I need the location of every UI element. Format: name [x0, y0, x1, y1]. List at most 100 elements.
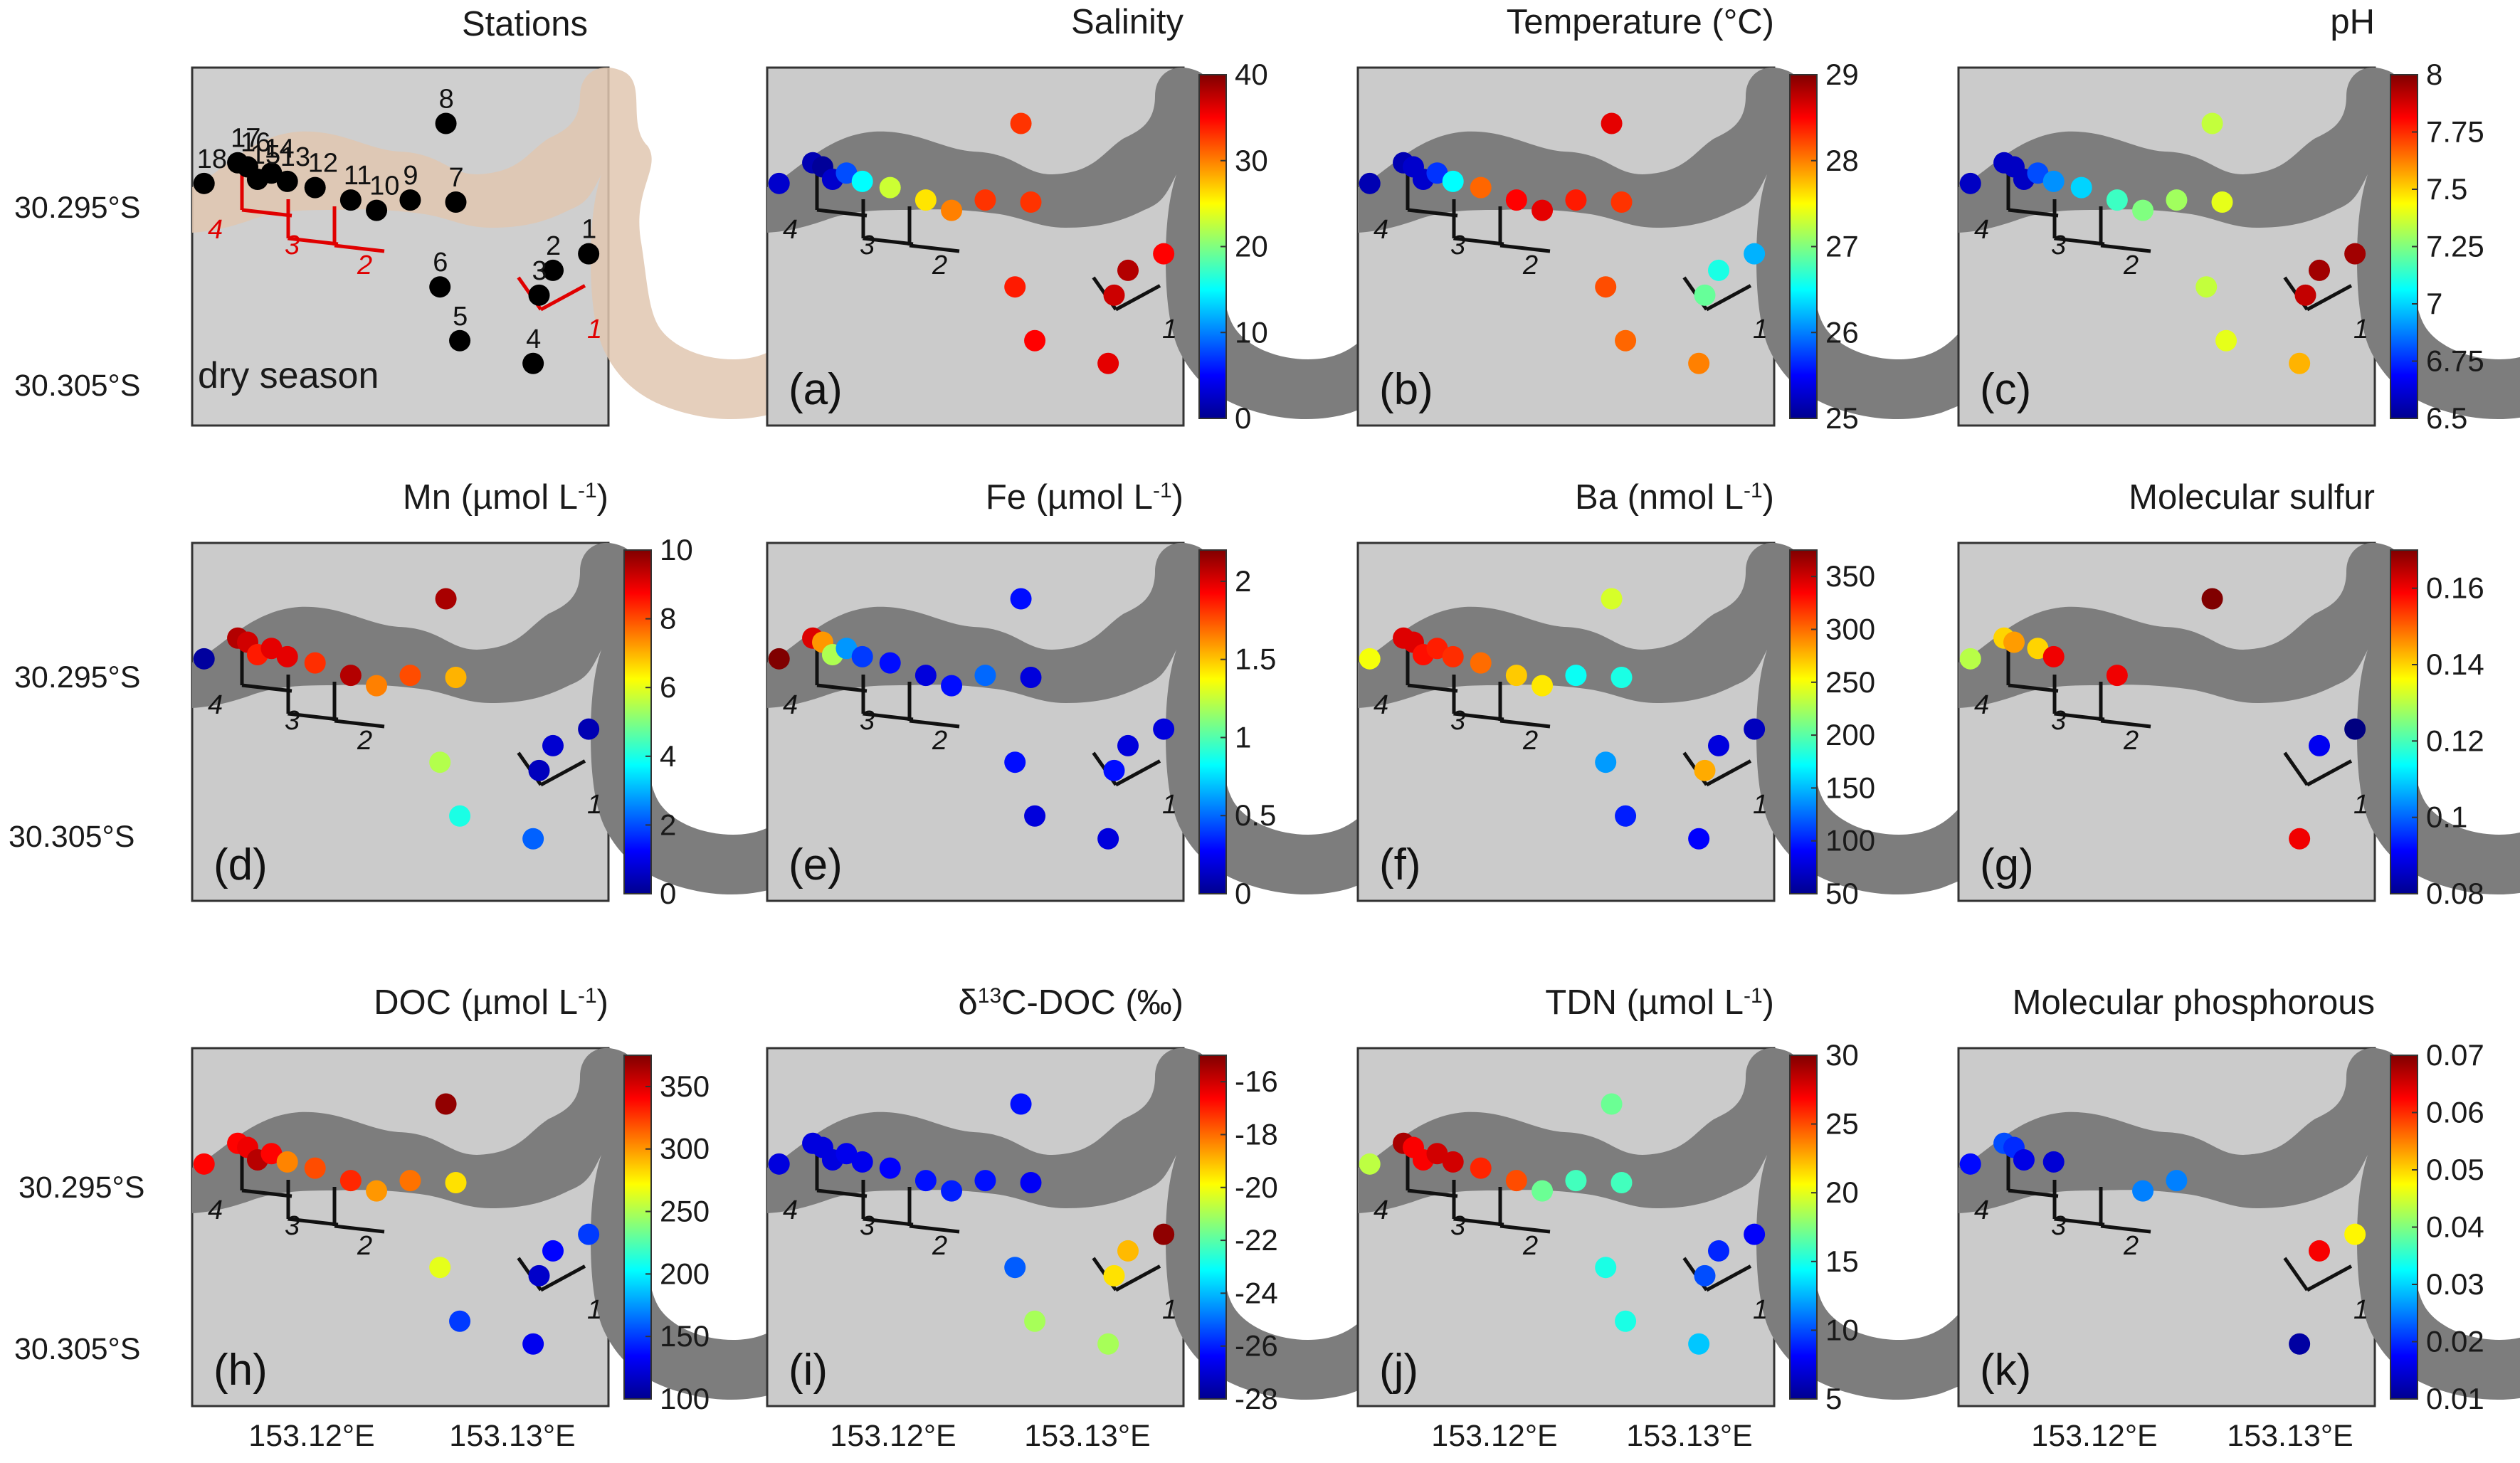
point-b-station-1 [1744, 243, 1766, 265]
point-j-station-10 [1531, 1180, 1554, 1202]
point-d-station-2 [542, 734, 564, 756]
point-b-station-13 [1442, 170, 1464, 192]
station-dot-3 [528, 284, 550, 306]
panel-f-colorbar [1789, 549, 1818, 894]
transect-bar [334, 243, 385, 253]
point-k-station-2 [2309, 1240, 2330, 1262]
point-c-station-1 [2344, 243, 2366, 265]
panel-j-title: TDN (µmol L-1) [1545, 983, 1774, 1022]
point-d-station-10 [366, 675, 388, 697]
transect-4-stations [240, 171, 292, 218]
transect-label-4: 4 [783, 1195, 798, 1225]
colorbar-tick-label-a-0: 40 [1235, 58, 1268, 91]
point-j-station-2 [1708, 1240, 1729, 1262]
transect-label-1: 1 [1162, 315, 1177, 344]
point-i-station-3 [1103, 1264, 1125, 1287]
transect-bar [334, 1224, 385, 1234]
point-a-station-8 [1010, 112, 1032, 134]
point-k-station-1 [2344, 1223, 2366, 1245]
panel-i-frame [766, 1047, 1185, 1407]
transect-3-stations [286, 199, 339, 246]
panel-b: 1 2 3 4 Temperature (°C) (b) 29 28 27 26 25 [1356, 3, 2098, 435]
transect-label-4: 4 [1974, 690, 1989, 720]
transect-3-b [1452, 199, 1504, 246]
transect-label-4: 4 [1374, 690, 1388, 720]
transect-bar [1407, 683, 1458, 693]
point-d-station-6 [429, 751, 451, 773]
panel-k: 1 2 3 4 Molecular phosphorous (k) 0.07 0.06 0.05… [1957, 983, 2520, 1415]
station-label-14: 14 [264, 134, 294, 164]
transect-label-3: 3 [1450, 1211, 1465, 1241]
transect-bar [863, 1217, 914, 1227]
point-b-station-3 [1694, 284, 1716, 306]
transect-bar [909, 1224, 960, 1234]
transect-bar [539, 284, 586, 312]
panel-f: 1 2 3 4 Ba (nmol L-1) (f) 350 300 250 200 150 100 50 [1356, 478, 2098, 910]
stations-title: Stations [462, 5, 588, 43]
point-g-station-1 [2344, 718, 2366, 740]
point-k-station-13 [2042, 1151, 2065, 1173]
point-i-station-12 [879, 1157, 901, 1179]
lat-tick-1-row2: 30.295°S [14, 660, 140, 694]
point-d-station-8 [435, 588, 457, 610]
colorbar-tick-label-i-3: -22 [1235, 1223, 1278, 1257]
panel-f-letter: (f) [1379, 840, 1421, 889]
point-e-station-2 [1117, 734, 1139, 756]
title-end: C-DOC (‰) [1001, 983, 1183, 1022]
transect-4-h [240, 1151, 292, 1198]
point-g-station-8 [2201, 588, 2223, 610]
panel-i-letter: (i) [789, 1346, 828, 1395]
point-f-station-3 [1694, 759, 1716, 781]
station-label-1: 1 [581, 215, 596, 245]
point-h-station-4 [522, 1333, 544, 1355]
transect-bar [2008, 1188, 2059, 1198]
lat-tick-2-row1: 30.305°S [14, 369, 140, 403]
colorbar-tick-label-k-1: 0.06 [2426, 1096, 2484, 1129]
title-superscript: 13 [978, 984, 1001, 1008]
transect-3-e [861, 675, 914, 722]
lon-tick-1-col1: 153.12°E [248, 1419, 374, 1453]
point-f-station-18 [1359, 648, 1381, 670]
colorbar-tick-label-f-6: 50 [1825, 877, 1859, 910]
colorbar-tick-label-f-0: 350 [1825, 559, 1875, 593]
point-c-station-7 [2211, 191, 2233, 213]
point-i-station-6 [1004, 1257, 1026, 1279]
point-e-station-14 [835, 638, 858, 660]
panel-h-colorbar [623, 1055, 652, 1400]
point-j-station-5 [1615, 1310, 1637, 1332]
point-a-station-12 [879, 176, 901, 199]
point-a-station-18 [768, 172, 790, 194]
transect-2-i [907, 1187, 960, 1234]
point-d-station-13 [276, 645, 298, 667]
transect-label-3: 3 [285, 1211, 300, 1241]
colorbar-tick-label-d-3: 4 [660, 739, 676, 773]
station-dot-17 [227, 152, 249, 174]
colorbar-tick-label-a-2: 20 [1235, 230, 1268, 263]
colorbar-tick-label-k-0: 0.07 [2426, 1038, 2484, 1072]
transect-label-3: 3 [1450, 231, 1465, 260]
transect-bar [241, 208, 292, 218]
lon-tick-1-col4: 153.12°E [2031, 1419, 2157, 1453]
point-a-station-11 [914, 189, 937, 211]
point-c-station-9 [2166, 189, 2188, 211]
transect-bar [2054, 236, 2105, 246]
point-e-station-8 [1010, 588, 1032, 610]
colorbar-tick-label-a-1: 30 [1235, 144, 1268, 177]
transect-label-1: 1 [587, 790, 602, 820]
panel-e-colorbar [1198, 549, 1227, 894]
transect-3-i [861, 1180, 914, 1227]
point-f-station-2 [1708, 734, 1729, 756]
point-h-station-10 [366, 1180, 388, 1202]
transect-4-j [1406, 1151, 1458, 1198]
colorbar-tick-label-j-3: 15 [1825, 1245, 1859, 1278]
point-f-station-5 [1615, 805, 1637, 827]
point-j-station-13 [1442, 1151, 1464, 1173]
point-g-station-18 [1959, 648, 1981, 670]
point-k-station-18 [1959, 1153, 1981, 1175]
point-b-station-2 [1708, 259, 1729, 281]
colorbar-tick-label-e-0: 2 [1235, 564, 1251, 598]
panel-f-title: Ba (nmol L-1) [1575, 478, 1774, 517]
transect-bar [1499, 719, 1551, 729]
colorbar-tick-label-c-0: 8 [2426, 58, 2442, 91]
title-superscript: -1 [1153, 479, 1172, 502]
